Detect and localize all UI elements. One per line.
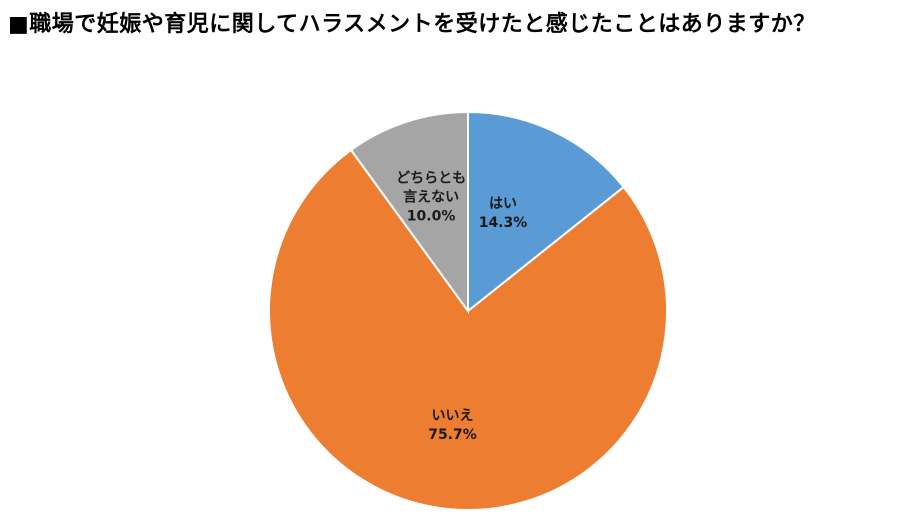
chart-title: ■職場で妊娠や育児に関してハラスメントを受けたと感じたことはありますか？	[8, 11, 816, 37]
pie-slice-0	[467, 110, 626, 314]
data-label-category-1: いいえ	[432, 408, 474, 424]
data-label-value-1: 75.7%	[428, 427, 477, 443]
data-label-value-0: 14.3%	[479, 215, 528, 231]
data-label-value-2: 10.0%	[407, 208, 456, 224]
pie-slice-2	[349, 110, 469, 315]
pie-slices	[268, 110, 668, 511]
data-label-category-2: どちらとも	[396, 170, 466, 186]
data-label-category-2: 言えない	[403, 188, 459, 205]
data-label-category-0: はい	[489, 196, 517, 212]
pie-slice-1	[268, 148, 668, 511]
